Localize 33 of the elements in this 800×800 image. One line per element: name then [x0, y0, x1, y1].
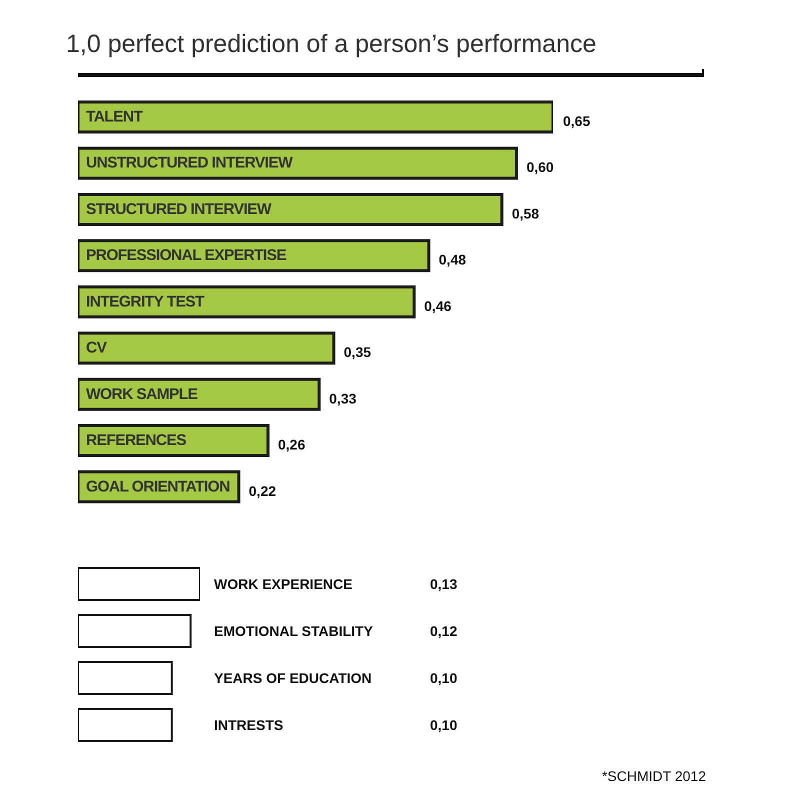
bar — [78, 285, 416, 318]
category-label: EMOTIONAL STABILITY — [214, 623, 373, 639]
text: *SCHMIDT 2012 — [602, 768, 706, 784]
category-label: REFERENCES — [86, 432, 186, 450]
category-label: UNSTRUCTURED INTERVIEW — [86, 154, 292, 172]
category-label: INTRESTS — [214, 717, 284, 733]
data-label: 0,13 — [430, 576, 458, 592]
data-label: 0,60 — [526, 159, 554, 176]
category-label: CV — [86, 340, 106, 357]
data-label: 0,65 — [563, 113, 590, 129]
data-label: 0,33 — [329, 390, 357, 406]
data-label: 0,10 — [430, 670, 458, 686]
data-label: 0,58 — [512, 205, 540, 222]
category-label: TALENT — [86, 108, 142, 126]
category-label: PROFESSIONAL EXPERTISE — [86, 247, 286, 264]
data-label: 0,46 — [424, 298, 452, 314]
data-label: 0,48 — [438, 252, 466, 268]
data-label: 0,10 — [430, 717, 458, 733]
category-label: WORK SAMPLE — [86, 386, 198, 403]
data-label: 0,26 — [278, 436, 306, 453]
category-label: STRUCTURED INTERVIEW — [86, 200, 271, 218]
data-label: 0,12 — [430, 623, 458, 639]
category-label: GOAL ORIENTATION — [86, 478, 230, 496]
bar — [78, 378, 321, 411]
category-label: YEARS OF EDUCATION — [214, 670, 372, 686]
chart-title: 1,0 perfect prediction of a person’s performance — [66, 30, 596, 58]
bar — [78, 332, 336, 365]
category-label: INTEGRITY TEST — [86, 293, 204, 310]
data-label: 0,35 — [344, 344, 372, 360]
bar — [78, 146, 518, 180]
data-label: 0,22 — [248, 482, 276, 499]
category-label: WORK EXPERIENCE — [214, 576, 352, 592]
bar — [78, 192, 504, 226]
